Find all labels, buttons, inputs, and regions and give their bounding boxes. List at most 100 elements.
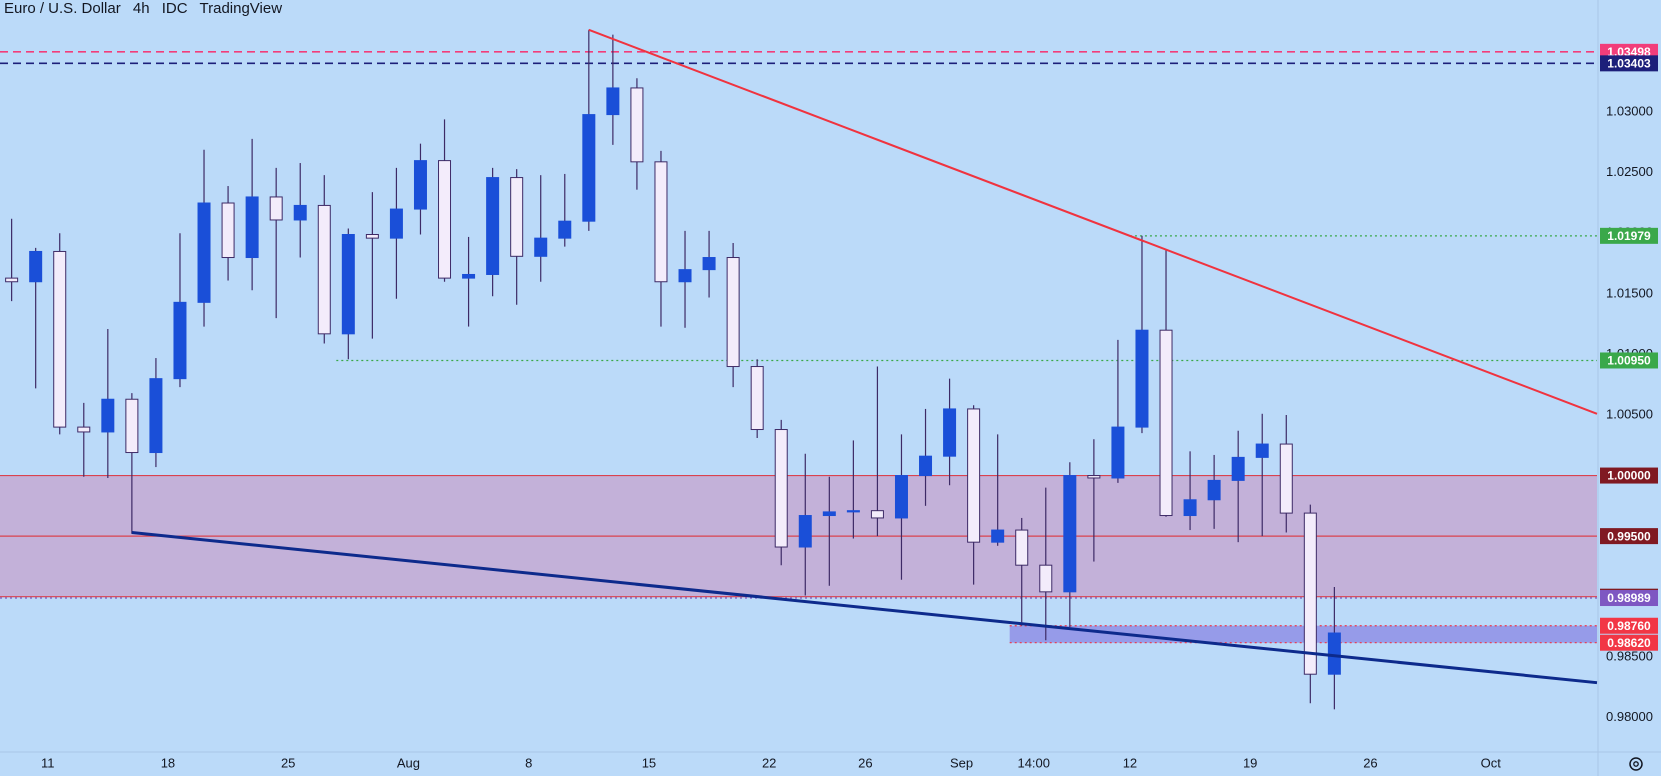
candle-body [1255,443,1269,458]
candle-body [149,378,163,454]
candle-body [846,510,860,513]
candle-body [991,529,1005,543]
level-label: 1.01979 [1607,229,1651,243]
candle-body [630,87,644,163]
candle-body [77,426,91,433]
x-tick-label: Aug [397,755,420,770]
x-tick-label: 18 [161,755,175,770]
candle-body [750,366,764,431]
level-label: 1.00950 [1607,354,1651,368]
candle-body [1207,479,1221,501]
candle-body [1231,456,1245,481]
candle-body [967,408,981,543]
level-label: 0.99500 [1607,529,1651,543]
x-tick-label: 12 [1123,755,1137,770]
candle-body [245,196,259,259]
y-tick-label: 1.00500 [1606,406,1653,421]
candle-body [341,234,355,335]
candle-body [173,301,187,380]
trendline [588,28,1598,415]
candle-body [870,510,884,519]
candle-body [5,277,19,283]
y-tick-label: 1.01500 [1606,285,1653,300]
candle-body [389,208,403,239]
x-tick-label: 15 [642,755,656,770]
level-label-box [1600,634,1658,651]
level-label: 0.98760 [1607,619,1651,633]
x-tick-label: 22 [762,755,776,770]
y-tick-label: 1.02500 [1606,164,1653,179]
candle-body [293,204,307,221]
source: IDC [162,0,188,17]
level-label-box [1600,617,1658,634]
level-label-box [1600,528,1658,545]
candle-body [798,515,812,548]
price-zone [1009,625,1597,643]
candle-body [1111,426,1125,479]
candle-body [1135,329,1149,428]
candle-body [822,511,836,517]
x-tick-label: 26 [1363,755,1377,770]
candle-body [269,196,283,221]
candle-body [197,202,211,303]
candle-body [101,398,115,433]
candle-body [413,160,427,210]
candle-body [1039,564,1053,593]
candle-body [486,177,500,275]
candle-body [726,257,740,368]
x-tick-label: Oct [1481,755,1502,770]
y-tick-label: 0.98000 [1606,709,1653,724]
settings-icon[interactable] [1629,757,1643,771]
candle-body [462,273,476,279]
candle-body [125,398,139,454]
candle-body [582,114,596,222]
candle-body [919,455,933,477]
gear-hub [1633,761,1639,767]
x-tick-label: 25 [281,755,295,770]
level-label-box [1600,227,1658,244]
candle-body [1159,329,1173,517]
x-tick-label: 14:00 [1017,755,1050,770]
level-label: 0.98620 [1607,636,1651,650]
candle-body [1063,475,1077,593]
candle-body [943,408,957,457]
candle-body [1183,499,1197,517]
level-label-box [1600,467,1658,484]
y-tick-label: 1.03000 [1606,104,1653,119]
trendline [131,530,1598,685]
candle-body [1279,443,1293,514]
candle-body [1327,632,1341,675]
candle-body [678,269,692,283]
axes: 0.980000.985000.990000.995001.000001.005… [41,43,1658,770]
platform: TradingView [200,0,283,17]
candle-body [1015,529,1029,566]
candle-body [317,204,331,335]
candle-body [53,250,67,428]
candle-body [510,177,524,257]
y-tick-label: 0.98500 [1606,649,1653,664]
x-tick-label: 26 [858,755,872,770]
symbol: Euro / U.S. Dollar [4,0,121,17]
candle-body [365,234,379,239]
plot-area [0,28,1598,710]
x-tick-label: 11 [41,755,55,770]
level-label: 1.00000 [1607,469,1651,483]
candle-body [1087,475,1101,479]
candle-body [29,250,43,283]
gear-ring [1629,757,1643,771]
candle-body [438,160,452,279]
level-label: 0.98989 [1607,591,1651,605]
candle-body [558,220,572,239]
candle-body [702,257,716,271]
candle-body [894,475,908,519]
interval: 4h [133,0,150,17]
level-label-box [1600,590,1658,607]
level-label: 1.03403 [1607,57,1651,71]
candle-body [606,87,620,116]
candle-body [1303,512,1317,675]
candle-body [654,161,668,283]
level-label-box [1600,55,1658,72]
